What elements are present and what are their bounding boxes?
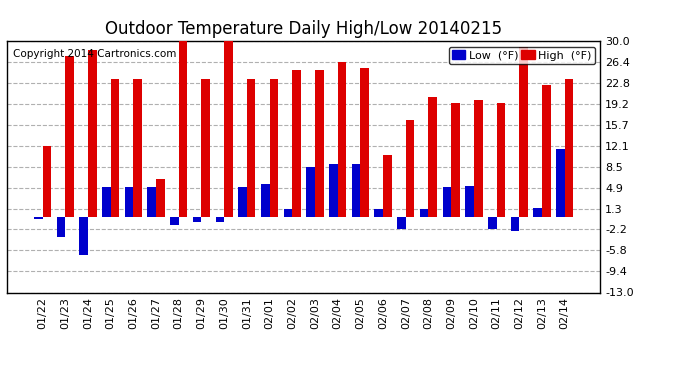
Bar	[215, 216, 224, 222]
Bar	[201, 79, 210, 216]
Bar	[270, 79, 278, 216]
Bar	[315, 70, 324, 216]
Title: Outdoor Temperature Daily High/Low 20140215: Outdoor Temperature Daily High/Low 20140…	[105, 20, 502, 38]
Bar	[428, 97, 437, 216]
Bar	[179, 35, 188, 216]
Bar	[34, 216, 43, 219]
Bar	[406, 120, 415, 216]
Bar	[488, 216, 497, 229]
Bar	[110, 79, 119, 216]
Bar	[337, 62, 346, 216]
Bar	[156, 178, 165, 216]
Bar	[451, 103, 460, 216]
Bar	[564, 79, 573, 216]
Bar	[542, 85, 551, 216]
Bar	[556, 149, 564, 216]
Bar	[88, 50, 97, 216]
Bar	[293, 70, 301, 216]
Bar	[247, 79, 255, 216]
Bar	[57, 216, 65, 237]
Bar	[375, 209, 383, 216]
Bar	[352, 164, 360, 216]
Bar	[193, 216, 201, 222]
Bar	[43, 146, 51, 216]
Bar	[520, 47, 528, 216]
Text: Copyright 2014 Cartronics.com: Copyright 2014 Cartronics.com	[13, 49, 176, 59]
Legend: Low  (°F), High  (°F): Low (°F), High (°F)	[448, 47, 595, 64]
Bar	[383, 155, 392, 216]
Bar	[465, 186, 474, 216]
Bar	[170, 216, 179, 225]
Bar	[306, 167, 315, 216]
Bar	[65, 56, 74, 216]
Bar	[533, 208, 542, 216]
Bar	[148, 188, 156, 216]
Bar	[125, 188, 133, 216]
Bar	[360, 68, 369, 216]
Bar	[474, 100, 482, 216]
Bar	[442, 188, 451, 216]
Bar	[497, 103, 505, 216]
Bar	[133, 79, 142, 216]
Bar	[284, 209, 293, 216]
Bar	[238, 188, 247, 216]
Bar	[397, 216, 406, 229]
Bar	[329, 164, 337, 216]
Bar	[420, 209, 428, 216]
Bar	[79, 216, 88, 255]
Bar	[261, 184, 270, 216]
Bar	[224, 35, 233, 216]
Bar	[511, 216, 520, 231]
Bar	[102, 188, 110, 216]
